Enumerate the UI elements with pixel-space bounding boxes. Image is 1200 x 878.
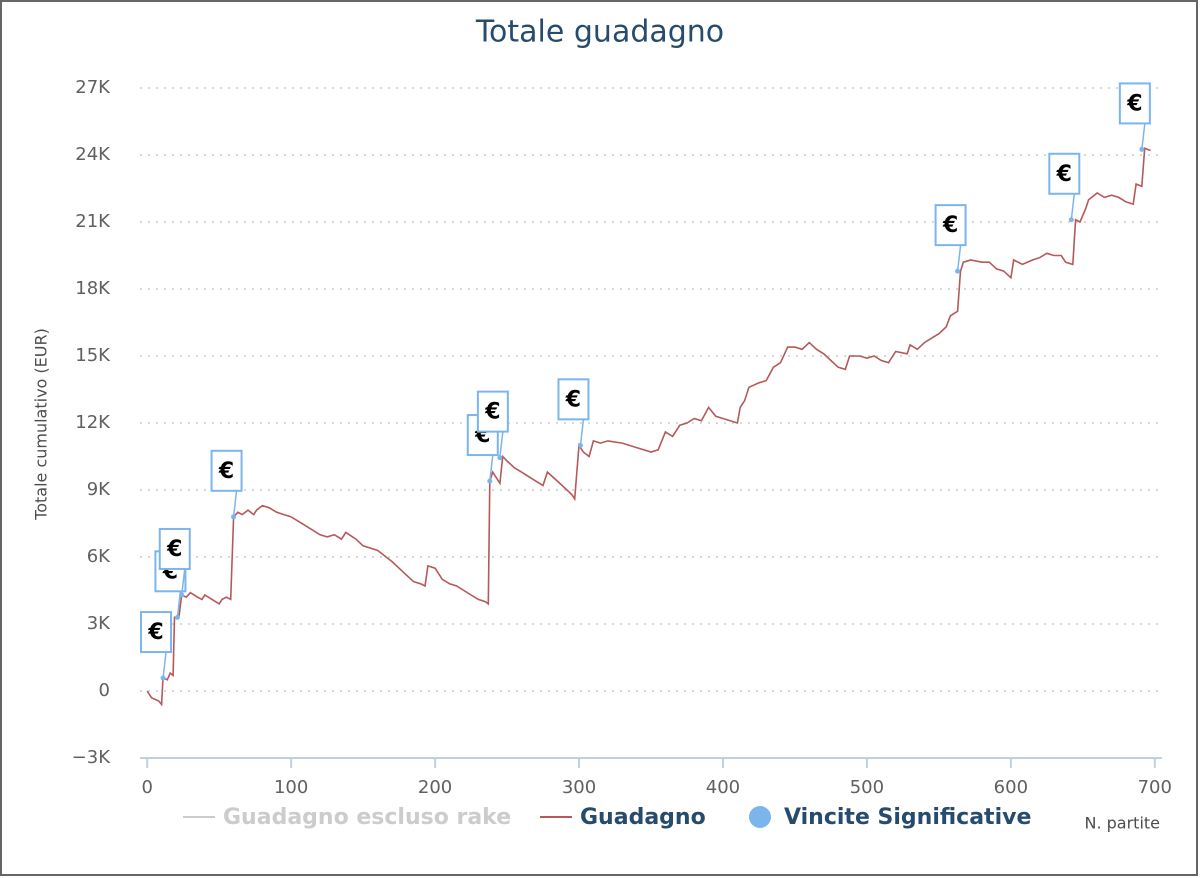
win-flag: € — [140, 611, 173, 679]
win-flag: € — [476, 390, 509, 458]
x-tick-label: 0 — [141, 777, 152, 798]
flag-box — [140, 611, 173, 654]
flag-label: € — [147, 620, 163, 645]
flag-box — [210, 449, 243, 492]
legend-label[interactable]: Guadagno escluso rake — [223, 805, 511, 830]
win-point — [497, 455, 503, 461]
flag-label: € — [218, 459, 234, 484]
y-axis-title: Totale cumulativo (EUR) — [32, 328, 51, 521]
x-tick-label: 100 — [274, 777, 308, 798]
win-point — [231, 514, 237, 520]
win-point — [955, 268, 961, 274]
y-tick-label: 0 — [99, 680, 110, 701]
win-point — [577, 442, 583, 448]
win-point — [487, 478, 493, 484]
legend-label[interactable]: Guadagno — [580, 805, 706, 830]
x-tick-label: 600 — [994, 777, 1028, 798]
y-tick-label: 24K — [75, 144, 111, 165]
y-tick-label: 27K — [75, 77, 111, 98]
legend-label[interactable]: Vincite Significative — [784, 805, 1031, 830]
win-flag: € — [210, 449, 243, 517]
flag-pointer — [180, 568, 186, 596]
flag-label: € — [565, 387, 581, 412]
chart-title: Totale guadagno — [475, 15, 724, 50]
y-tick-label: 3K — [87, 613, 111, 634]
flag-pointer — [489, 454, 494, 482]
flag-box — [1048, 152, 1081, 195]
win-point — [1068, 217, 1074, 223]
flag-pointer — [1141, 123, 1146, 150]
flag-box — [476, 390, 509, 433]
flag-pointer — [499, 431, 504, 458]
flag-pointer — [162, 651, 167, 679]
flag-label: € — [1056, 162, 1072, 187]
y-tick-label: 6K — [87, 546, 111, 567]
flag-box — [934, 204, 967, 247]
y-tick-label: 15K — [75, 345, 111, 366]
flag-box — [557, 378, 590, 421]
y-tick-label: 12K — [75, 412, 111, 433]
win-flag: € — [934, 204, 967, 272]
flag-pointer — [579, 419, 585, 446]
x-tick-label: 500 — [850, 777, 884, 798]
win-point — [160, 675, 166, 681]
win-flag: € — [557, 378, 590, 446]
flag-box — [158, 527, 191, 570]
x-tick-label: 400 — [706, 777, 740, 798]
y-tick-label: −3K — [72, 747, 112, 768]
flag-label: € — [166, 537, 182, 562]
win-flag: € — [158, 527, 191, 596]
flag-label: € — [1126, 91, 1142, 116]
win-flag: € — [1048, 152, 1081, 220]
x-tick-label: 200 — [418, 777, 452, 798]
win-point — [1139, 146, 1145, 152]
flag-box — [1118, 82, 1151, 125]
y-tick-label: 18K — [75, 278, 111, 299]
y-tick-label: 21K — [75, 211, 111, 232]
x-tick-label: 300 — [562, 777, 596, 798]
y-tick-label: 9K — [87, 479, 111, 500]
flag-label: € — [484, 400, 500, 425]
flag-pointer — [232, 490, 238, 517]
data-line — [146, 147, 1151, 707]
x-axis-title: N. partite — [1084, 814, 1160, 833]
win-point — [174, 614, 180, 620]
win-point — [179, 592, 185, 598]
win-flag: € — [1118, 82, 1151, 150]
flag-pointer — [956, 245, 962, 272]
flag-label: € — [942, 213, 958, 238]
legend-symbol — [749, 806, 771, 828]
x-tick-label: 700 — [1138, 777, 1172, 798]
flag-pointer — [1070, 193, 1076, 220]
